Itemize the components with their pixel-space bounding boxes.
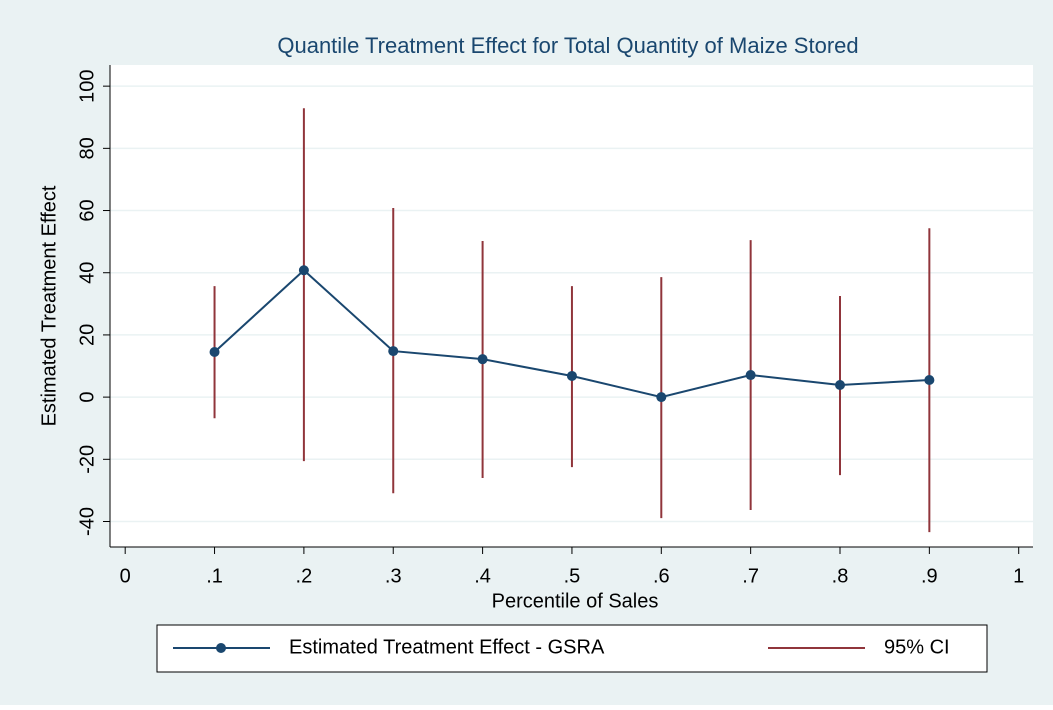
x-tick-label: .2 — [296, 565, 313, 587]
y-tick-label: 20 — [76, 324, 98, 346]
point — [656, 392, 667, 403]
y-tick-label: 80 — [76, 137, 98, 159]
point — [209, 347, 220, 358]
y-tick-label: -20 — [76, 445, 98, 474]
x-tick-label: .8 — [832, 565, 849, 587]
y-axis-label: Estimated Treatment Effect — [38, 185, 60, 426]
x-tick-label: .4 — [474, 565, 491, 587]
x-tick-label: .1 — [206, 565, 223, 587]
legend-label: Estimated Treatment Effect - GSRA — [289, 636, 605, 658]
x-tick-label: .7 — [742, 565, 759, 587]
y-tick-label: 100 — [76, 69, 98, 102]
point — [745, 370, 756, 381]
point — [566, 370, 577, 381]
x-tick-label: .3 — [385, 565, 402, 587]
y-tick-label: 60 — [76, 199, 98, 221]
x-tick-label: 1 — [1013, 565, 1024, 587]
y-tick-label: 0 — [76, 392, 98, 403]
point — [298, 265, 309, 276]
y-tick-label: 40 — [76, 262, 98, 284]
x-tick-label: .6 — [653, 565, 670, 587]
legend-swatch — [216, 643, 226, 653]
chart-title: Quantile Treatment Effect for Total Quan… — [277, 33, 858, 58]
point — [924, 375, 935, 386]
point — [477, 354, 488, 365]
x-tick-label: 0 — [120, 565, 131, 587]
x-tick-label: .5 — [564, 565, 581, 587]
legend-label: 95% CI — [884, 636, 950, 658]
x-tick-label: .9 — [921, 565, 938, 587]
point — [835, 379, 846, 390]
point — [388, 346, 399, 357]
y-tick-label: -40 — [76, 507, 98, 536]
x-axis-label: Percentile of Sales — [492, 590, 659, 612]
